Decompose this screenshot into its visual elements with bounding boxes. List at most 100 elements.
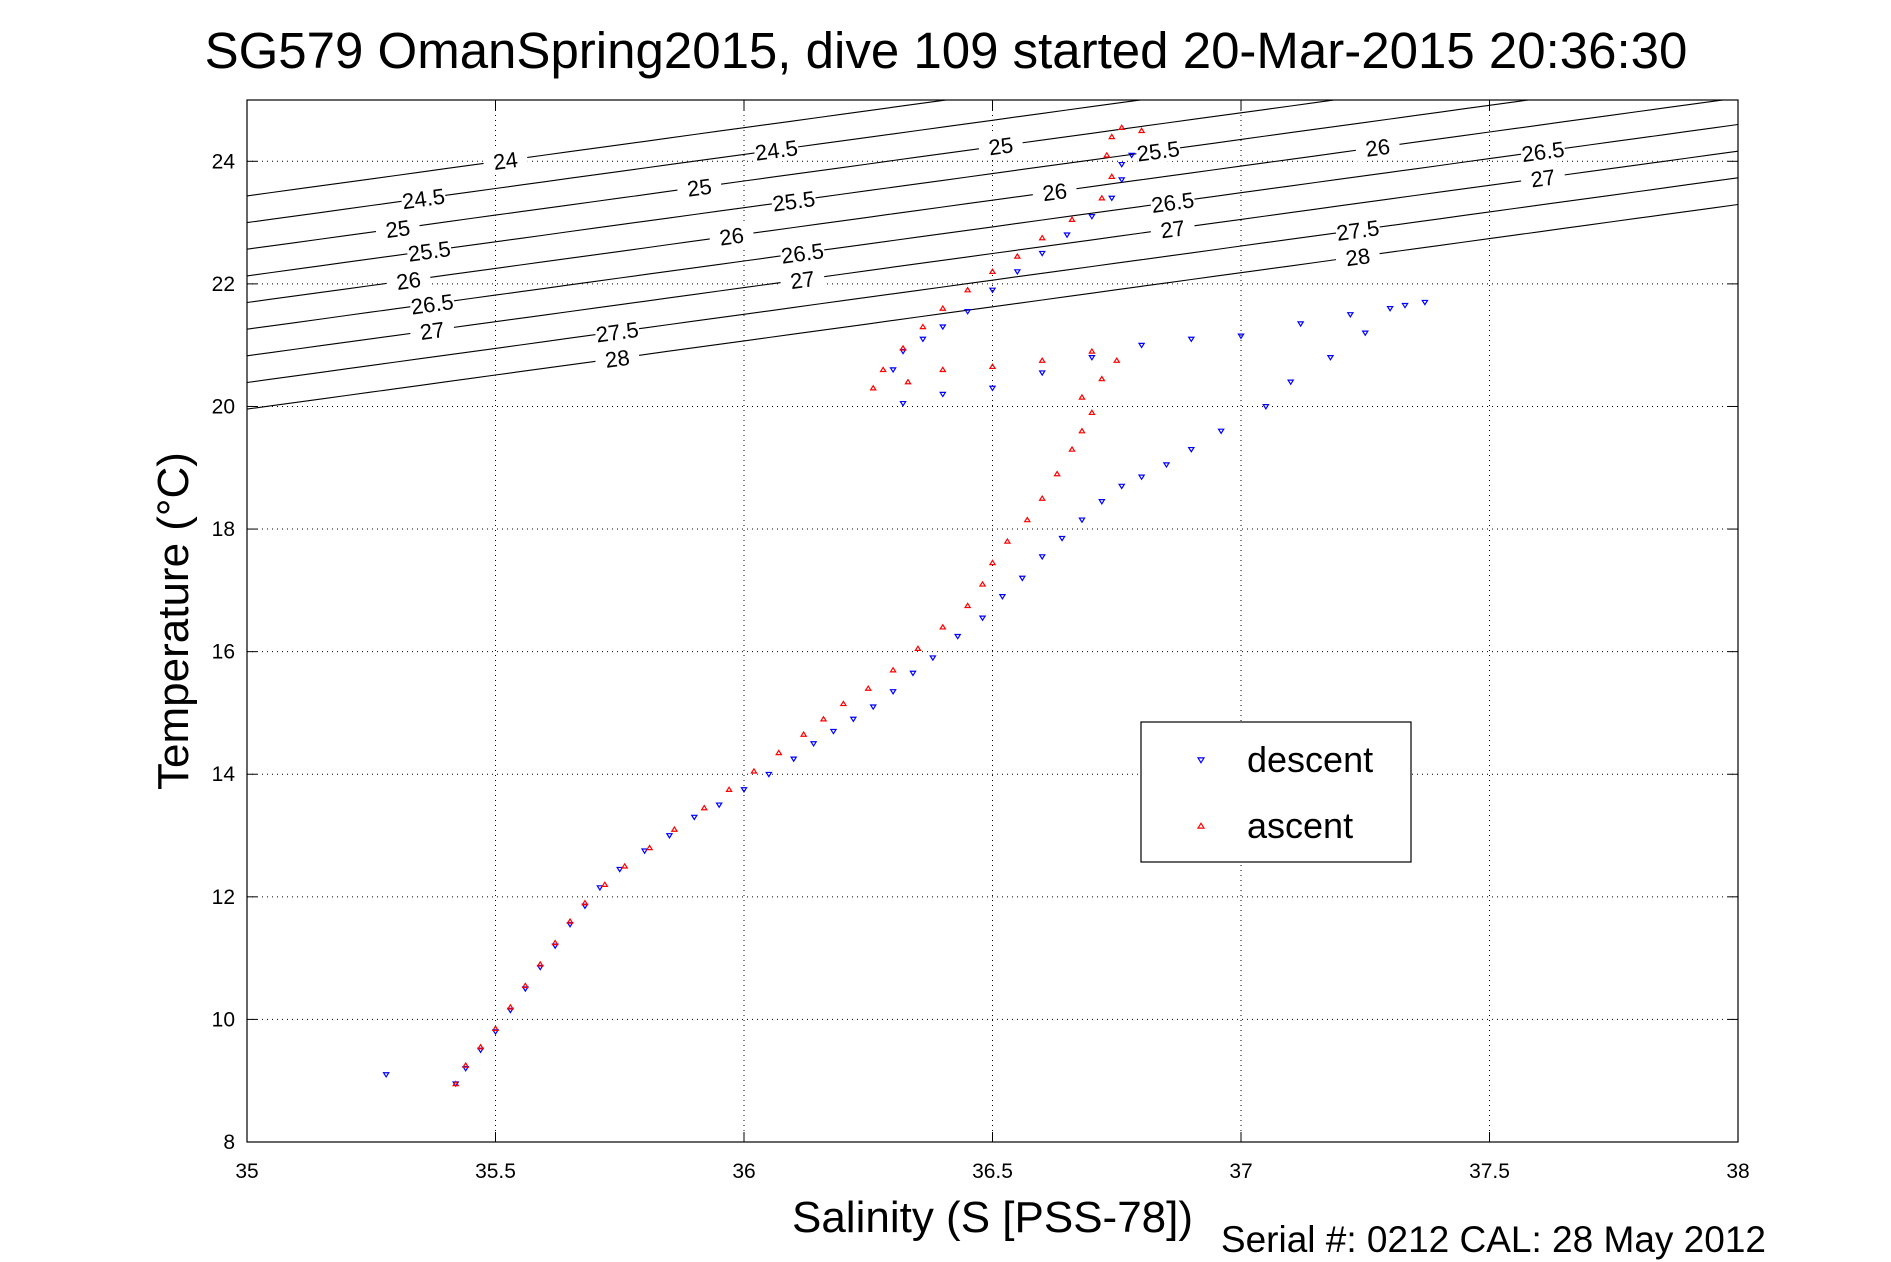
contour-label: 25.5: [406, 236, 452, 267]
ascent-point: [1038, 357, 1046, 363]
ascent-point: [939, 366, 947, 373]
contour-label-bg: [1149, 187, 1197, 218]
descent-point: [929, 655, 937, 662]
descent-point: [1401, 302, 1409, 309]
contour-27.5: [247, 177, 1738, 384]
y-tick-label: 24: [212, 150, 236, 173]
descent-point: [829, 728, 838, 735]
contour-label-bg: [408, 288, 456, 319]
descent-point: [1296, 321, 1305, 328]
ascent-point: [1108, 133, 1116, 140]
descent-point: [382, 1072, 390, 1079]
y-tick-label: 16: [212, 641, 235, 664]
descent-point: [869, 704, 877, 711]
ascent-point: [581, 899, 589, 906]
descent-point: [1287, 379, 1295, 386]
descent-point: [1078, 517, 1086, 524]
descent-point: [765, 771, 773, 778]
y-tick-label: 14: [212, 763, 236, 786]
descent-point: [1421, 299, 1429, 306]
contour-label-bg: [1354, 132, 1402, 163]
contour-label-bg: [778, 238, 826, 268]
contour-label-bg: [405, 235, 453, 266]
descent-point: [1187, 446, 1195, 453]
contour-label-bg: [400, 183, 447, 214]
x-tick-label: 38: [1726, 1160, 1749, 1183]
descent-point: [1018, 575, 1027, 582]
descent-point: [939, 391, 947, 398]
ascent-point: [1068, 216, 1076, 222]
y-tick-label: 12: [212, 886, 235, 909]
density-contour-labels: 2424.524.525252525.525.525.52626262626.5…: [374, 130, 1567, 374]
descent-point: [1346, 312, 1355, 319]
contour-label-bg: [374, 213, 422, 244]
contour-label: 26.5: [1150, 187, 1196, 218]
ascent-point: [1078, 393, 1086, 400]
ascent-point: [775, 749, 783, 756]
descent-point: [1118, 177, 1126, 184]
y-tick-label: 18: [212, 518, 235, 541]
descent-point: [790, 756, 798, 763]
ascent-point: [476, 1043, 485, 1050]
calibration-footer: Serial #: 0212 CAL: 28 May 2012: [1221, 1219, 1766, 1260]
ascent-point: [700, 804, 708, 811]
contour-label-bg: [1149, 213, 1197, 244]
ascent-point: [1038, 234, 1046, 241]
contour-label-bg: [778, 264, 826, 295]
legend-entries: descent ascent: [1196, 739, 1373, 846]
ascent-point: [1003, 537, 1012, 544]
ascent-point: [899, 344, 907, 351]
contour-label: 25: [384, 215, 412, 243]
descent-point: [640, 848, 649, 855]
descent-point: [963, 309, 972, 315]
descent-point: [740, 787, 748, 794]
descent-point: [909, 670, 917, 677]
contour-label-bg: [482, 145, 529, 176]
contour-label: 26: [1041, 178, 1069, 206]
contour-label-bg: [1031, 176, 1079, 207]
descent-point: [988, 385, 997, 392]
descent-point: [1127, 152, 1136, 159]
ascent-point: [914, 645, 922, 652]
contour-label: 24.5: [753, 135, 799, 166]
x-axis-ticks: 35 35.5 36 36.5 37 37.5 38: [235, 100, 1750, 1183]
ascent-point: [839, 700, 848, 707]
ascent-point: [601, 881, 609, 887]
ascent-point: [551, 939, 559, 946]
contour-label: 26.5: [1520, 136, 1566, 167]
descent-point: [1137, 474, 1146, 481]
contour-label: 27.5: [594, 317, 640, 348]
descent-point: [596, 885, 604, 892]
ascent-point: [1038, 494, 1046, 501]
ascent-point: [1098, 194, 1106, 201]
legend: descent ascent: [1140, 721, 1412, 863]
ascent-point: [566, 917, 574, 924]
contour-label: 27: [1159, 215, 1187, 243]
descent-point: [1237, 333, 1245, 340]
ascent-point: [978, 580, 987, 587]
descent-point: [1162, 462, 1171, 469]
descent-point: [1108, 195, 1116, 202]
ascent-point: [536, 960, 544, 967]
x-tick-label: 35.5: [475, 1160, 516, 1183]
descent-point: [889, 689, 897, 695]
x-tick-label: 37: [1229, 1160, 1252, 1183]
contour-24: [247, 100, 950, 197]
x-tick-label: 36: [732, 1160, 755, 1183]
descent-point: [1088, 214, 1096, 220]
descent-point: [998, 594, 1007, 600]
x-tick-label: 35: [235, 1160, 258, 1183]
ascent-point: [1103, 151, 1111, 158]
contour-label: 24: [492, 147, 520, 175]
contour-label-bg: [1519, 136, 1567, 167]
data-points: [382, 124, 1429, 1088]
ascent-point: [939, 623, 947, 630]
ascent-point: [621, 862, 629, 869]
ascent-point: [670, 825, 679, 832]
legend-label-ascent: ascent: [1247, 805, 1353, 846]
descent-point: [939, 324, 947, 331]
descent-point: [715, 802, 723, 809]
y-tick-label: 10: [212, 1008, 235, 1031]
contour-label: 27.5: [1335, 215, 1381, 246]
